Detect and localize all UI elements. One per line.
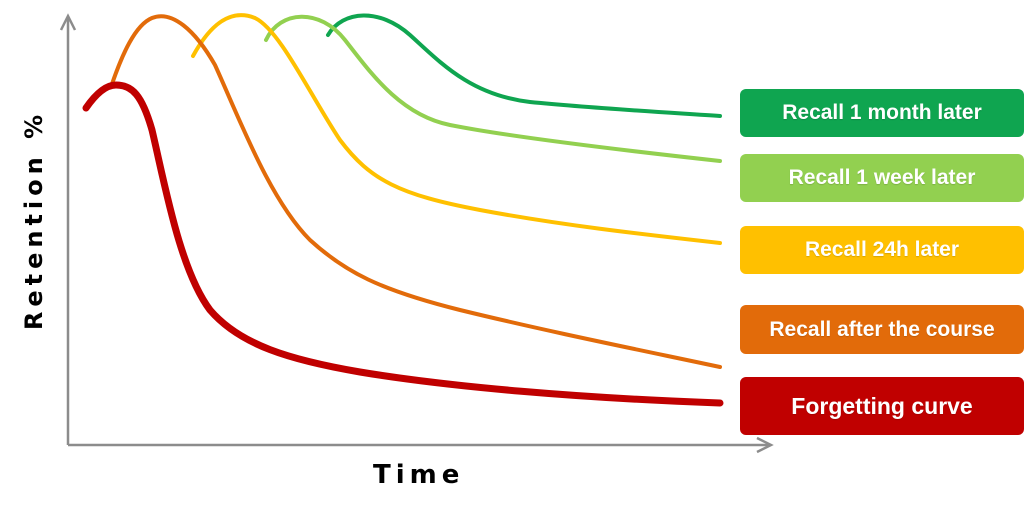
recall-after-the-course-curve [110,14,722,369]
axes [59,13,774,454]
legend-recall-1-month-later: Recall 1 month later [740,89,1024,137]
recall-1-week-later-curve [264,14,722,163]
legend-forgetting-curve: Forgetting curve [740,377,1024,435]
x-axis-label: Time [373,460,465,490]
forgetting-curve [82,81,724,407]
x-axis-arrowhead [756,436,774,454]
y-axis-arrowhead [59,13,77,31]
curves [82,13,724,407]
recall-24h-later-curve [191,13,722,245]
legend-recall-24h-later: Recall 24h later [740,226,1024,274]
legend-recall-1-week-later: Recall 1 week later [740,154,1024,202]
legend-recall-after-the-course: Recall after the course [740,305,1024,354]
y-axis-label: Retention % [20,109,48,331]
recall-1-month-later-curve [326,13,722,118]
